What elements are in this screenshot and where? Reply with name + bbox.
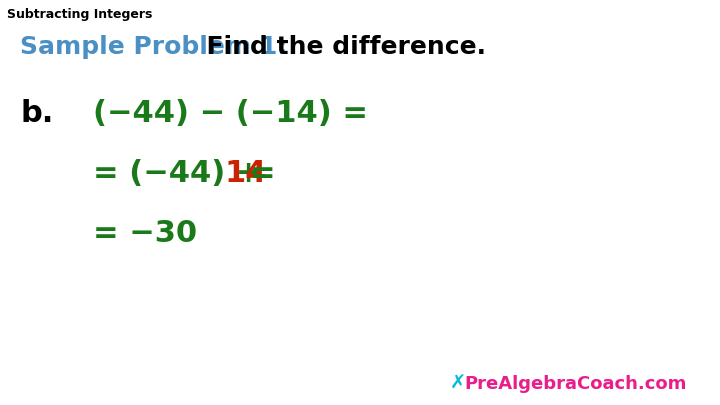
Text: (−44) − (−14) =: (−44) − (−14) = bbox=[93, 99, 368, 128]
Text: Find the difference.: Find the difference. bbox=[189, 35, 486, 59]
Text: Sample Problem 1:: Sample Problem 1: bbox=[20, 35, 287, 59]
Text: 14: 14 bbox=[224, 159, 266, 188]
Text: b.: b. bbox=[20, 99, 54, 128]
Text: Subtracting Integers: Subtracting Integers bbox=[7, 8, 153, 21]
Text: = −30: = −30 bbox=[93, 219, 197, 248]
Text: ✗: ✗ bbox=[450, 374, 467, 393]
Text: = (−44) +: = (−44) + bbox=[93, 159, 261, 188]
Text: =: = bbox=[250, 159, 276, 188]
Text: PreAlgebraCoach.com: PreAlgebraCoach.com bbox=[464, 375, 687, 393]
